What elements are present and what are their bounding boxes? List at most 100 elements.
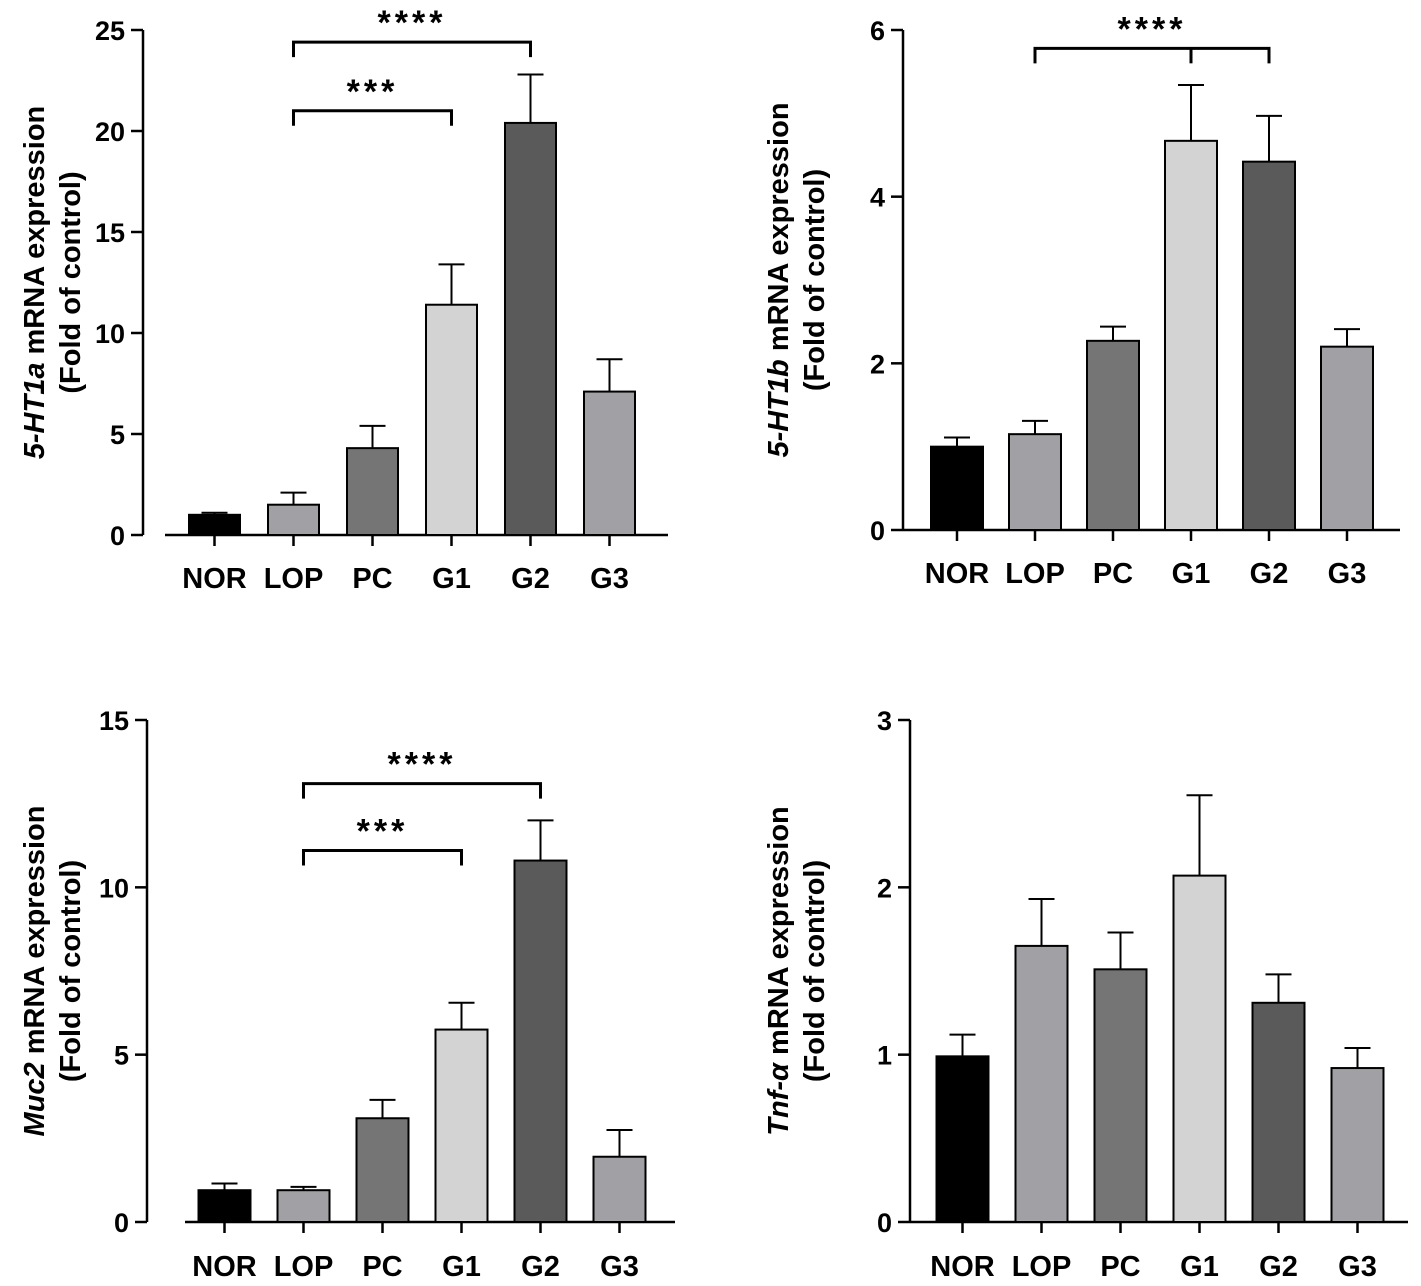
significance-bracket: *** bbox=[292, 73, 453, 126]
ylabel-rest: mRNA expression bbox=[19, 806, 51, 1063]
y-tick-label: 2 bbox=[870, 349, 885, 379]
x-tick-label: PC bbox=[352, 563, 392, 595]
bracket-line bbox=[1033, 46, 1271, 64]
bar-pc bbox=[1093, 968, 1148, 1223]
bar-pc bbox=[355, 1117, 410, 1223]
y-tick-label: 15 bbox=[95, 218, 125, 248]
y-tick-label: 1 bbox=[877, 1041, 892, 1071]
bar-lop bbox=[267, 503, 320, 537]
bar-g2 bbox=[1251, 1001, 1306, 1223]
significance-label: **** bbox=[1118, 10, 1187, 48]
x-tick-label: PC bbox=[362, 1251, 402, 1283]
bar-g1 bbox=[1172, 874, 1227, 1223]
gene-name: Tnf-α bbox=[763, 1062, 795, 1136]
x-tick-label: NOR bbox=[182, 563, 247, 595]
bracket-line bbox=[292, 40, 532, 58]
bar-nor bbox=[197, 1189, 252, 1223]
x-tick-label: NOR bbox=[925, 558, 990, 590]
bar-lop bbox=[1008, 433, 1062, 531]
y-tick-label: 10 bbox=[99, 873, 129, 903]
ylabel-rest: mRNA expression bbox=[763, 102, 795, 359]
bar-g3 bbox=[583, 390, 636, 536]
ylabel-line2: (Fold of control) bbox=[55, 860, 87, 1082]
bar-lop bbox=[1014, 944, 1069, 1224]
x-tick-label: G3 bbox=[1328, 558, 1367, 590]
x-tick-label: PC bbox=[1100, 1251, 1140, 1283]
x-tick-label: LOP bbox=[264, 563, 324, 595]
bar-pc bbox=[346, 447, 399, 537]
significance-bracket: **** bbox=[292, 4, 532, 58]
x-tick-label: LOP bbox=[1005, 558, 1065, 590]
x-tick-label: G3 bbox=[1338, 1251, 1377, 1283]
bracket-line bbox=[302, 849, 463, 866]
bar-g2 bbox=[1242, 160, 1296, 532]
bar-g2 bbox=[504, 121, 557, 536]
y-tick-label: 6 bbox=[870, 16, 885, 46]
significance-bracket: **** bbox=[302, 746, 542, 799]
chart-panel-top-right: 0 2 4 6 NOR LOP PC G1 G2 G3 **** 5-HT1b mRNA expres… bbox=[763, 10, 1400, 590]
ylabel-line2: (Fold of control) bbox=[799, 169, 831, 391]
gene-name: Muc2 bbox=[19, 1062, 51, 1136]
y-tick-label: 2 bbox=[877, 873, 892, 903]
bar-g3 bbox=[592, 1155, 647, 1223]
x-tick-label: G2 bbox=[521, 1251, 560, 1283]
bracket-line bbox=[292, 109, 453, 126]
y-tick-label: 0 bbox=[110, 521, 125, 551]
y-tick-label: 20 bbox=[95, 117, 125, 147]
x-tick-label: LOP bbox=[274, 1251, 334, 1283]
ylabel-rest: mRNA expression bbox=[763, 806, 795, 1063]
y-tick-label: 25 bbox=[95, 16, 125, 46]
ylabel-line2: (Fold of control) bbox=[799, 860, 831, 1082]
x-tick-label: G2 bbox=[1250, 558, 1289, 590]
x-tick-label: LOP bbox=[1012, 1251, 1072, 1283]
x-tick-label: G2 bbox=[1259, 1251, 1298, 1283]
y-tick-label: 5 bbox=[110, 420, 125, 450]
significance-bracket: **** bbox=[1033, 10, 1271, 64]
chart-panel-bottom-right: 0 1 2 3 NOR LOP PC G1 G2 G3 Tnf-α mRNA expression(… bbox=[763, 706, 1408, 1283]
significance-label: **** bbox=[378, 4, 447, 42]
x-tick-label: NOR bbox=[930, 1251, 995, 1283]
y-axis-label: Tnf-α mRNA expression (Fold of control) bbox=[763, 806, 831, 1136]
x-tick-label: G1 bbox=[1180, 1251, 1219, 1283]
x-tick-label: G3 bbox=[590, 563, 629, 595]
bar-g1 bbox=[434, 1028, 489, 1223]
x-tick-label: PC bbox=[1093, 558, 1133, 590]
y-tick-label: 5 bbox=[114, 1041, 129, 1071]
x-tick-label: G1 bbox=[442, 1251, 481, 1283]
gene-name: 5-HT1a bbox=[19, 363, 51, 460]
x-tick-label: G1 bbox=[1172, 558, 1211, 590]
significance-bracket: *** bbox=[302, 813, 463, 866]
y-axis-label: 5-HT1a mRNA expression (Fold of control) bbox=[19, 106, 87, 459]
bar-lop bbox=[276, 1189, 331, 1223]
bar-nor bbox=[188, 513, 241, 536]
significance-label: *** bbox=[347, 73, 399, 111]
bar-pc bbox=[1086, 339, 1140, 532]
ylabel-line2: (Fold of control) bbox=[55, 171, 87, 393]
x-tick-label: G1 bbox=[432, 563, 471, 595]
bar-g2 bbox=[513, 859, 568, 1223]
y-tick-label: 10 bbox=[95, 319, 125, 349]
y-tick-label: 0 bbox=[114, 1208, 129, 1238]
bar-g1 bbox=[1164, 139, 1218, 531]
gene-name: 5-HT1b bbox=[763, 359, 795, 457]
y-tick-label: 4 bbox=[870, 183, 885, 213]
significance-label: **** bbox=[388, 746, 457, 784]
x-tick-label: G2 bbox=[511, 563, 550, 595]
significance-label: *** bbox=[357, 813, 409, 851]
y-axis-label: Muc2 mRNA expression (Fold of control) bbox=[19, 806, 87, 1137]
y-tick-label: 0 bbox=[870, 516, 885, 546]
y-tick-label: 0 bbox=[877, 1208, 892, 1238]
y-tick-label: 3 bbox=[877, 706, 892, 736]
bar-g3 bbox=[1320, 345, 1374, 531]
y-tick-label: 15 bbox=[99, 706, 129, 736]
bar-nor bbox=[935, 1055, 990, 1223]
bar-nor bbox=[930, 445, 984, 531]
x-tick-label: NOR bbox=[192, 1251, 257, 1283]
bar-g1 bbox=[425, 303, 478, 536]
ylabel-rest: mRNA expression bbox=[19, 106, 51, 363]
y-axis-label: 5-HT1b mRNA expression (Fold of control) bbox=[763, 102, 831, 457]
x-tick-label: G3 bbox=[600, 1251, 639, 1283]
